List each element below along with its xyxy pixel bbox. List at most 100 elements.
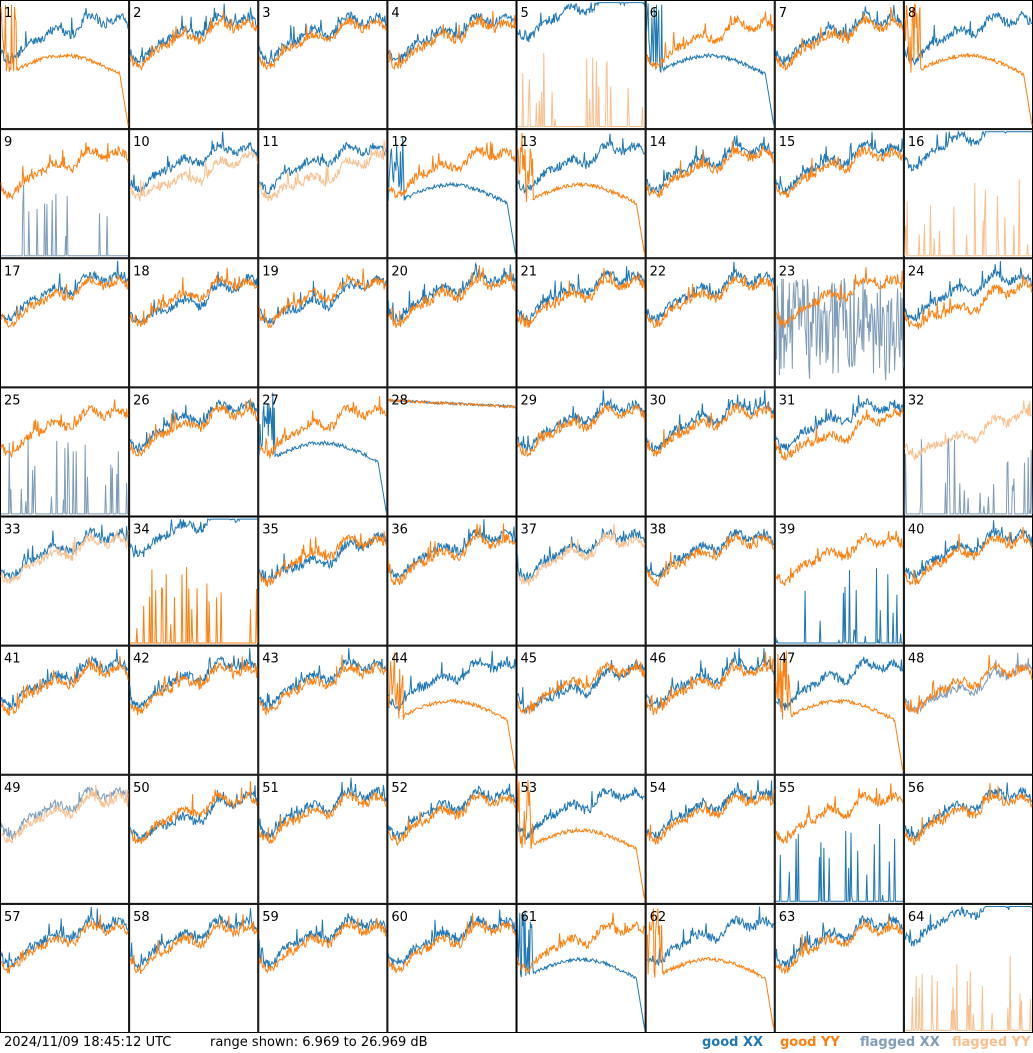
panel-number: 3 xyxy=(262,6,270,21)
series-yy xyxy=(388,397,516,409)
panel-number: 47 xyxy=(779,652,796,667)
panel-number: 19 xyxy=(262,264,279,279)
panel-frame xyxy=(0,129,130,259)
panel-64: 64 xyxy=(903,903,1033,1033)
series-yy xyxy=(258,268,387,328)
panel-49: 49 xyxy=(0,774,130,904)
legend-good-yy: good YY xyxy=(780,1035,840,1050)
series-yy xyxy=(646,140,775,199)
panel-59: 59 xyxy=(258,903,388,1033)
panel-19: 19 xyxy=(258,258,388,388)
panel-frame xyxy=(387,129,517,259)
panel-15: 15 xyxy=(774,129,904,259)
series-yy xyxy=(258,917,387,975)
range-text: range shown: 6.969 to 26.969 dB xyxy=(210,1035,428,1050)
panel-52: 52 xyxy=(387,774,517,904)
series-yy xyxy=(258,792,387,845)
panel-number: 53 xyxy=(521,781,538,796)
panel-36: 36 xyxy=(387,516,517,646)
series-yy xyxy=(646,402,775,457)
panel-11: 11 xyxy=(258,129,388,259)
panel-number: 26 xyxy=(133,393,150,408)
panel-number: 60 xyxy=(391,910,408,925)
series-yy xyxy=(517,402,646,457)
panel-frame xyxy=(774,516,904,646)
series-xx xyxy=(1,436,129,515)
series-yy xyxy=(775,407,904,462)
panel-18: 18 xyxy=(129,258,259,388)
series-xx xyxy=(258,648,387,710)
panel-60: 60 xyxy=(387,903,517,1033)
panel-10: 10 xyxy=(129,129,259,259)
panel-53: 53 xyxy=(516,774,646,904)
panel-22: 22 xyxy=(645,258,775,388)
panel-number: 15 xyxy=(779,135,796,150)
panel-number: 20 xyxy=(391,264,408,279)
panel-number: 7 xyxy=(779,6,787,21)
series-yy xyxy=(129,398,258,457)
series-xx xyxy=(129,399,258,453)
series-xx xyxy=(129,518,258,559)
panel-number: 24 xyxy=(908,264,925,279)
panel-number: 17 xyxy=(4,264,21,279)
panel-26: 26 xyxy=(129,387,259,517)
panel-frame xyxy=(645,645,775,775)
panel-31: 31 xyxy=(774,387,904,517)
panel-39: 39 xyxy=(774,516,904,646)
panel-number: 42 xyxy=(133,652,150,667)
legend-good-xx: good XX xyxy=(702,1035,764,1050)
panel-24: 24 xyxy=(903,258,1033,388)
panel-number: 34 xyxy=(133,523,150,538)
series-yy xyxy=(129,656,258,716)
series-xx xyxy=(646,3,775,126)
panel-50: 50 xyxy=(129,774,259,904)
series-yy xyxy=(775,650,904,771)
panel-51: 51 xyxy=(258,774,388,904)
series-xx xyxy=(0,7,129,64)
series-yy xyxy=(646,789,775,845)
series-yy xyxy=(646,274,775,329)
panel-35: 35 xyxy=(258,516,388,646)
series-yy xyxy=(517,912,646,973)
panel-frame xyxy=(129,387,259,517)
series-yy xyxy=(387,523,516,586)
panel-number: 12 xyxy=(391,135,408,150)
series-yy xyxy=(904,3,1033,126)
panel-38: 38 xyxy=(645,516,775,646)
series-yy xyxy=(0,399,129,458)
panel-number: 62 xyxy=(650,910,667,925)
panel-frame xyxy=(903,645,1033,775)
panel-6: 6 xyxy=(645,0,775,130)
panel-number: 22 xyxy=(650,264,667,279)
panel-number: 37 xyxy=(521,523,538,538)
panel-number: 58 xyxy=(133,910,150,925)
panel-17: 17 xyxy=(0,258,130,388)
series-xx xyxy=(904,437,1033,515)
panel-frame xyxy=(645,387,775,517)
series-yy xyxy=(904,179,1032,257)
series-yy xyxy=(904,783,1033,846)
series-yy xyxy=(387,652,516,771)
panel-20: 20 xyxy=(387,258,517,388)
panel-number: 30 xyxy=(650,393,667,408)
series-xx xyxy=(646,389,775,453)
series-yy xyxy=(129,781,258,845)
panel-number: 4 xyxy=(391,6,399,21)
series-yy xyxy=(258,16,387,71)
panel-62: 62 xyxy=(645,903,775,1033)
panel-8: 8 xyxy=(903,0,1033,130)
series-yy xyxy=(646,11,775,71)
panel-16: 16 xyxy=(903,129,1033,259)
series-xx xyxy=(646,779,775,841)
series-xx xyxy=(517,659,646,715)
series-yy xyxy=(259,396,387,460)
panel-frame xyxy=(774,645,904,775)
panel-58: 58 xyxy=(129,903,259,1033)
series-yy xyxy=(0,784,129,844)
series-yy xyxy=(775,783,904,844)
series-xx xyxy=(646,906,775,967)
series-xx xyxy=(1,184,129,257)
panel-32: 32 xyxy=(903,387,1033,517)
panel-number: 61 xyxy=(521,910,538,925)
panel-61: 61 xyxy=(516,903,646,1033)
